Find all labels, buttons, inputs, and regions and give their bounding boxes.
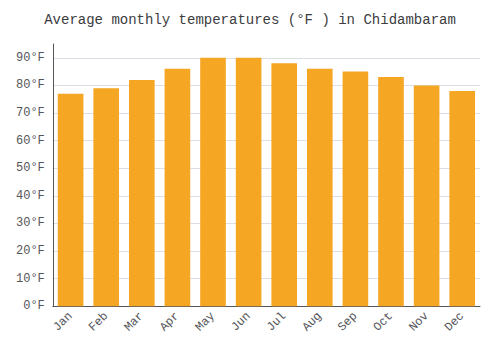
- svg-text:40°F: 40°F: [16, 189, 45, 203]
- svg-text:80°F: 80°F: [16, 78, 45, 92]
- svg-text:60°F: 60°F: [16, 134, 45, 148]
- svg-text:Jul: Jul: [264, 309, 289, 334]
- svg-text:20°F: 20°F: [16, 244, 45, 258]
- svg-text:Average monthly temperatures (: Average monthly temperatures (°F ) in Ch…: [44, 12, 456, 28]
- svg-text:90°F: 90°F: [16, 51, 45, 65]
- svg-text:50°F: 50°F: [16, 161, 45, 175]
- svg-text:Nov: Nov: [406, 309, 431, 334]
- svg-text:70°F: 70°F: [16, 106, 45, 120]
- svg-text:May: May: [193, 309, 218, 334]
- svg-text:Mar: Mar: [122, 309, 147, 334]
- svg-text:Aug: Aug: [300, 309, 325, 334]
- svg-text:Oct: Oct: [371, 309, 396, 334]
- svg-text:Sep: Sep: [335, 309, 360, 334]
- svg-text:0°F: 0°F: [23, 299, 45, 313]
- svg-text:Feb: Feb: [86, 309, 111, 334]
- svg-text:Jan: Jan: [50, 309, 75, 334]
- svg-text:Apr: Apr: [157, 309, 182, 334]
- svg-text:Dec: Dec: [442, 309, 467, 334]
- svg-text:30°F: 30°F: [16, 216, 45, 230]
- svg-text:10°F: 10°F: [16, 272, 45, 286]
- svg-text:Jun: Jun: [228, 309, 253, 334]
